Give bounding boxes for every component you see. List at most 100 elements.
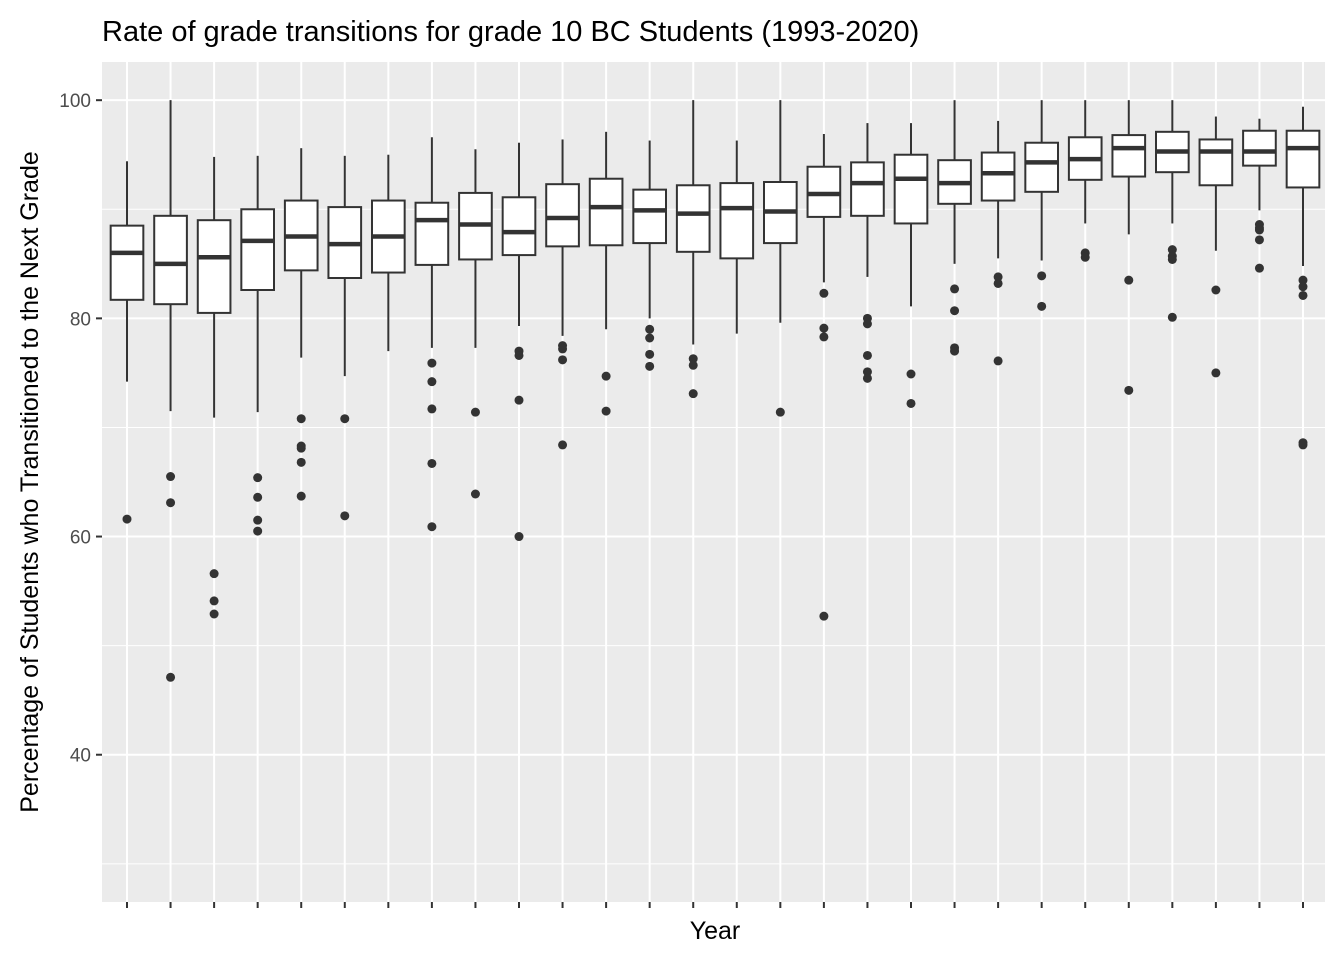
box <box>1242 129 1277 167</box>
outlier-point <box>427 458 437 468</box>
box-group <box>588 131 624 416</box>
box-group <box>153 100 188 682</box>
outlier-point <box>645 324 655 334</box>
box <box>414 201 450 266</box>
box-group <box>632 140 667 371</box>
box <box>153 214 188 306</box>
box-group <box>806 134 842 621</box>
axes: 40 60 80 100 <box>59 91 1304 908</box>
outlier-point <box>166 472 176 482</box>
box-group <box>1285 106 1321 450</box>
outlier-point <box>1254 263 1264 273</box>
outlier-point <box>819 323 829 333</box>
box-group <box>675 100 711 399</box>
outlier-point <box>427 358 437 368</box>
y-tick-label: 40 <box>70 746 91 767</box>
outlier-point <box>514 395 524 405</box>
outlier-point <box>209 596 219 606</box>
outlier-point <box>558 440 568 450</box>
box-group <box>545 139 580 450</box>
box <box>1111 134 1147 178</box>
box <box>196 219 232 314</box>
box-group <box>414 137 450 532</box>
outlier-point <box>1167 312 1177 322</box>
x-axis-title: Year <box>690 917 741 945</box>
outlier-point <box>427 522 437 532</box>
outlier-point <box>296 443 306 453</box>
outlier-point <box>558 344 568 354</box>
y-tick-label: 60 <box>70 528 91 549</box>
outlier-point <box>1037 301 1047 311</box>
outlier-point <box>1211 368 1221 378</box>
outlier-point <box>1298 290 1308 300</box>
outlier-point <box>1080 252 1090 262</box>
outlier-point <box>1298 275 1308 285</box>
outlier-point <box>1167 245 1177 255</box>
box <box>109 224 145 301</box>
outlier-point <box>862 350 872 360</box>
outlier-point <box>906 398 916 408</box>
outlier-point <box>296 457 306 467</box>
outlier-point <box>1298 282 1308 292</box>
outlier-point <box>645 361 655 371</box>
outlier-point <box>950 346 960 356</box>
box <box>1285 129 1321 189</box>
outlier-point <box>209 609 219 619</box>
box-group <box>458 149 493 499</box>
outlier-point <box>950 306 960 316</box>
box-group <box>283 148 319 501</box>
box-group <box>1024 100 1060 311</box>
outlier-point <box>1037 271 1047 281</box>
box-group <box>1198 116 1234 378</box>
outlier-point <box>645 333 655 343</box>
box-group <box>1242 118 1277 273</box>
plot-panel <box>102 62 1325 902</box>
outlier-point <box>514 532 524 542</box>
outlier-point <box>253 492 263 502</box>
outlier-point <box>993 278 1003 288</box>
box <box>850 161 885 217</box>
outlier-point <box>993 272 1003 282</box>
box <box>588 177 624 247</box>
outlier-point <box>253 473 263 483</box>
box <box>719 182 755 260</box>
outlier-point <box>601 406 611 416</box>
outlier-point <box>601 371 611 381</box>
outlier-point <box>209 569 219 579</box>
outlier-point <box>253 526 263 536</box>
box-group <box>1111 100 1147 395</box>
box <box>675 184 711 253</box>
outlier-point <box>558 355 568 365</box>
outlier-point <box>1124 275 1134 285</box>
outlier-point <box>166 672 176 682</box>
outlier-point <box>427 404 437 414</box>
box-group <box>763 100 798 417</box>
outlier-point <box>819 611 829 621</box>
y-tick-label: 100 <box>59 91 91 112</box>
outlier-point <box>1254 225 1264 235</box>
y-tick-label: 80 <box>70 309 91 330</box>
outlier-point <box>906 369 916 379</box>
box-group <box>719 140 755 334</box>
box <box>980 151 1016 202</box>
outlier-point <box>819 332 829 342</box>
box-group <box>1155 100 1190 322</box>
outlier-point <box>470 489 480 499</box>
box-group <box>327 155 363 521</box>
box-group <box>240 155 275 536</box>
box <box>893 153 929 225</box>
outlier-point <box>862 367 872 377</box>
box-group <box>501 142 537 542</box>
outlier-point <box>688 389 698 399</box>
outlier-point <box>819 288 829 298</box>
box <box>1198 138 1234 187</box>
outlier-point <box>688 360 698 370</box>
box-group <box>850 123 885 383</box>
outlier-point <box>775 407 785 417</box>
box-group <box>893 123 929 408</box>
outlier-point <box>1211 285 1221 295</box>
outlier-point <box>645 349 655 359</box>
outlier-point <box>688 354 698 364</box>
